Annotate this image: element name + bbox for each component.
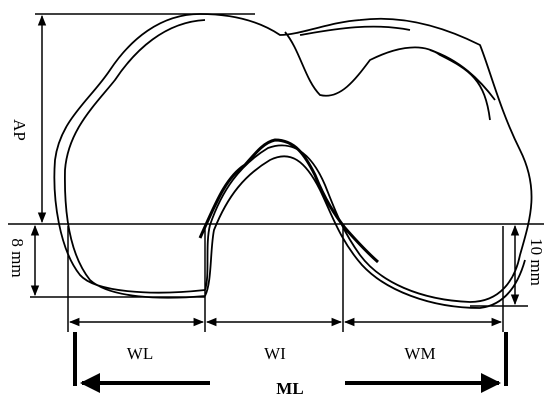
height-label: 10 mm	[527, 238, 544, 286]
femur-outline	[54, 14, 531, 308]
diagram: AP 8 mm 10 mm WL WI WM ML	[0, 0, 544, 403]
ml-label: ML	[276, 379, 303, 398]
wi-label: WI	[264, 344, 286, 363]
ap-label: AP	[10, 119, 29, 141]
width-dividers	[68, 226, 503, 332]
wm-label: WM	[404, 344, 435, 363]
wl-label: WL	[127, 344, 153, 363]
height-label: 8 mm	[8, 238, 27, 277]
